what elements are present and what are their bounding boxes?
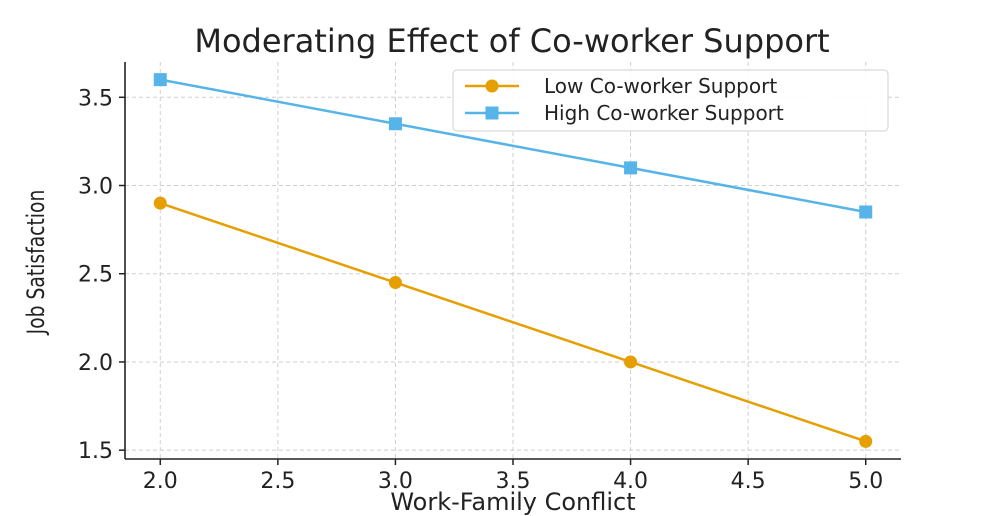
data-point xyxy=(153,73,167,87)
axes xyxy=(119,62,901,465)
series-line xyxy=(160,78,866,214)
data-point xyxy=(153,196,167,210)
x-tick-label: 4.0 xyxy=(613,469,648,494)
data-point xyxy=(388,117,402,131)
series-line xyxy=(159,201,867,443)
x-tick-label: 2.0 xyxy=(143,469,178,494)
legend-marker xyxy=(485,79,499,93)
legend-item: Low Co-worker Support xyxy=(465,74,777,98)
y-tick-label: 3.5 xyxy=(78,86,113,111)
legend-label: High Co-worker Support xyxy=(544,101,784,125)
x-tick-label: 4.5 xyxy=(731,469,766,494)
y-tick-label: 3.0 xyxy=(78,175,113,200)
y-tick-label: 2.5 xyxy=(78,263,113,288)
legend: Low Co-worker Support High Co-worker Supp… xyxy=(452,69,889,132)
y-tick-labels: 1.5 2.0 2.5 3.0 3.5 xyxy=(78,86,113,464)
x-axis-label: Work-Family Conflict xyxy=(390,488,635,516)
y-tick-label: 2.0 xyxy=(78,351,113,376)
series-low-support xyxy=(153,196,873,448)
x-tick-label: 3.5 xyxy=(496,469,531,494)
chart-title: Moderating Effect of Co-worker Support xyxy=(194,22,829,60)
y-tick-label: 1.5 xyxy=(78,439,113,464)
x-tick-labels: 2.0 2.5 3.0 3.5 4.0 4.5 5.0 xyxy=(143,469,883,494)
legend-box xyxy=(452,69,889,132)
series-lines xyxy=(153,73,873,448)
legend-marker xyxy=(485,106,499,120)
data-point xyxy=(624,161,638,175)
legend-item: High Co-worker Support xyxy=(465,101,784,125)
x-tick-label: 2.5 xyxy=(260,469,295,494)
series-high-support xyxy=(153,73,873,219)
data-point xyxy=(624,355,638,369)
data-point xyxy=(859,205,873,219)
x-tick-label: 5.0 xyxy=(848,469,883,494)
data-point xyxy=(388,276,402,290)
x-tick-label: 3.0 xyxy=(378,469,413,494)
legend-label: Low Co-worker Support xyxy=(544,74,777,98)
y-axis-label: Job Satisfaction xyxy=(23,190,51,336)
data-point xyxy=(859,434,873,448)
